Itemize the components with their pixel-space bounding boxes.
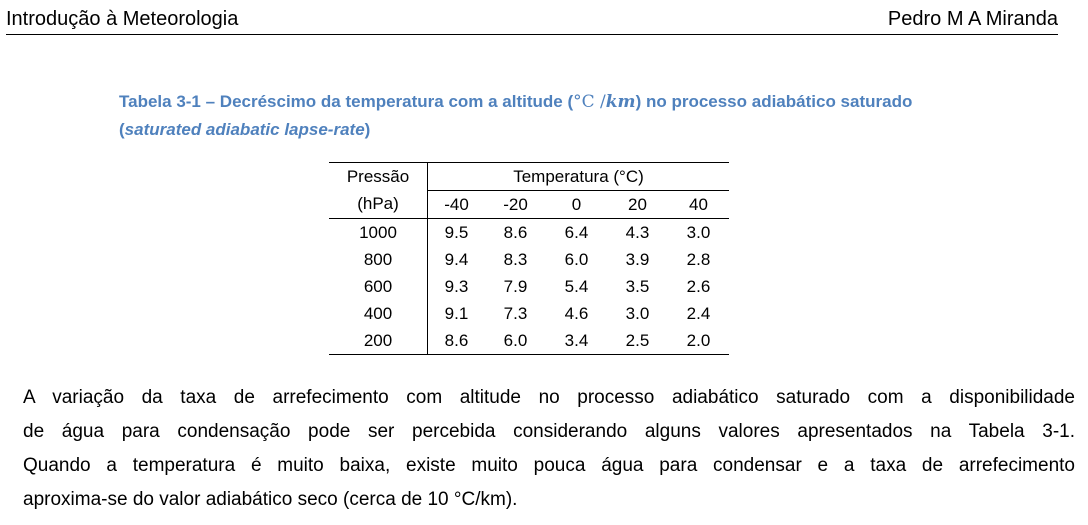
value-cell: 8.6	[503, 222, 528, 242]
value-cell: 6.0	[485, 327, 546, 355]
value-cell: 6.0	[564, 249, 589, 269]
value-cell: 9.1	[444, 303, 469, 323]
temperature-header: Temperatura (°C)	[427, 162, 729, 191]
table-row: 600 9.3 7.9 5.4 3.5 2.6	[329, 273, 729, 300]
paragraph-line: Quando a temperatura é muito baixa, exis…	[23, 455, 1075, 476]
value-cell: 4.6	[564, 303, 589, 323]
paragraph-line: A variação da taxa de arrefecimento com …	[23, 387, 1075, 408]
value-cell: 7.9	[503, 276, 528, 296]
value-cell: 9.5	[444, 222, 469, 242]
pressure-cell: 400	[329, 300, 428, 327]
temperature-col-header: -20	[485, 190, 546, 219]
pressure-cell: 800	[329, 246, 428, 273]
caption-prefix: Tabela 3-1 – Decréscimo da temperatura c…	[119, 92, 574, 111]
paragraph-line: de água para condensação pode ser perceb…	[23, 421, 1075, 442]
temperature-col-header: -40	[427, 190, 485, 219]
lapse-rate-table: Pressão Temperatura (°C) (hPa) -40 -20 0…	[329, 162, 729, 355]
pressure-cell: 600	[329, 273, 428, 300]
value-cell: 2.6	[686, 276, 711, 296]
pressure-header-2: (hPa)	[329, 190, 428, 219]
value-cell: 9.3	[444, 276, 469, 296]
value-cell: 8.6	[427, 327, 485, 355]
caption-unit-celsius: °C /	[573, 92, 606, 112]
header-title: Introdução à Meteorologia	[6, 8, 239, 30]
value-cell: 2.5	[607, 327, 668, 355]
body-paragraph: A variação da taxa de arrefecimento com …	[23, 381, 1075, 517]
caption-english-term: saturated adiabatic lapse-rate	[124, 120, 365, 139]
paragraph-line: aproxima-se do valor adiabático seco (ce…	[23, 489, 518, 510]
table-row: 800 9.4 8.3 6.0 3.9 2.8	[329, 246, 729, 273]
temperature-col-header: 20	[607, 190, 668, 219]
value-cell: 8.3	[503, 249, 528, 269]
header-author: Pedro M A Miranda	[887, 8, 1058, 30]
table-row: 400 9.1 7.3 4.6 3.0 2.4	[329, 300, 729, 327]
temperature-col-header: 0	[546, 190, 607, 219]
value-cell: 5.4	[564, 276, 589, 296]
value-cell: 2.4	[686, 303, 711, 323]
temperature-col-header: 40	[668, 190, 729, 219]
caption-line2-close: )	[364, 120, 371, 139]
value-cell: 7.3	[503, 303, 528, 323]
value-cell: 3.5	[625, 276, 650, 296]
value-cell: 3.4	[546, 327, 607, 355]
caption-suffix: ) no processo adiabático saturado	[635, 92, 913, 111]
table-row: 200 8.6 6.0 3.4 2.5 2.0	[329, 327, 729, 355]
value-cell: 2.0	[668, 327, 729, 355]
value-cell: 3.9	[625, 249, 650, 269]
value-cell: 3.0	[625, 303, 650, 323]
table-caption: Tabela 3-1 – Decréscimo da temperatura c…	[119, 88, 1049, 143]
value-cell: 6.4	[564, 222, 589, 242]
pressure-cell: 1000	[329, 218, 428, 246]
table-row: 1000 9.5 8.6 6.4 4.3 3.0	[329, 218, 729, 246]
pressure-header-1: Pressão	[329, 162, 428, 191]
caption-unit-km: km	[605, 92, 636, 112]
pressure-cell: 200	[329, 327, 428, 355]
caption-line2-open: (	[119, 120, 125, 139]
value-cell: 3.0	[686, 222, 711, 242]
value-cell: 9.4	[444, 249, 469, 269]
value-cell: 4.3	[625, 222, 650, 242]
table-header-row-1: Pressão Temperatura (°C)	[329, 162, 729, 191]
page-header: Introdução à Meteorologia Pedro M A Mira…	[6, 6, 1058, 35]
table-header-row-2: (hPa) -40 -20 0 20 40	[329, 190, 729, 219]
value-cell: 2.8	[686, 249, 711, 269]
